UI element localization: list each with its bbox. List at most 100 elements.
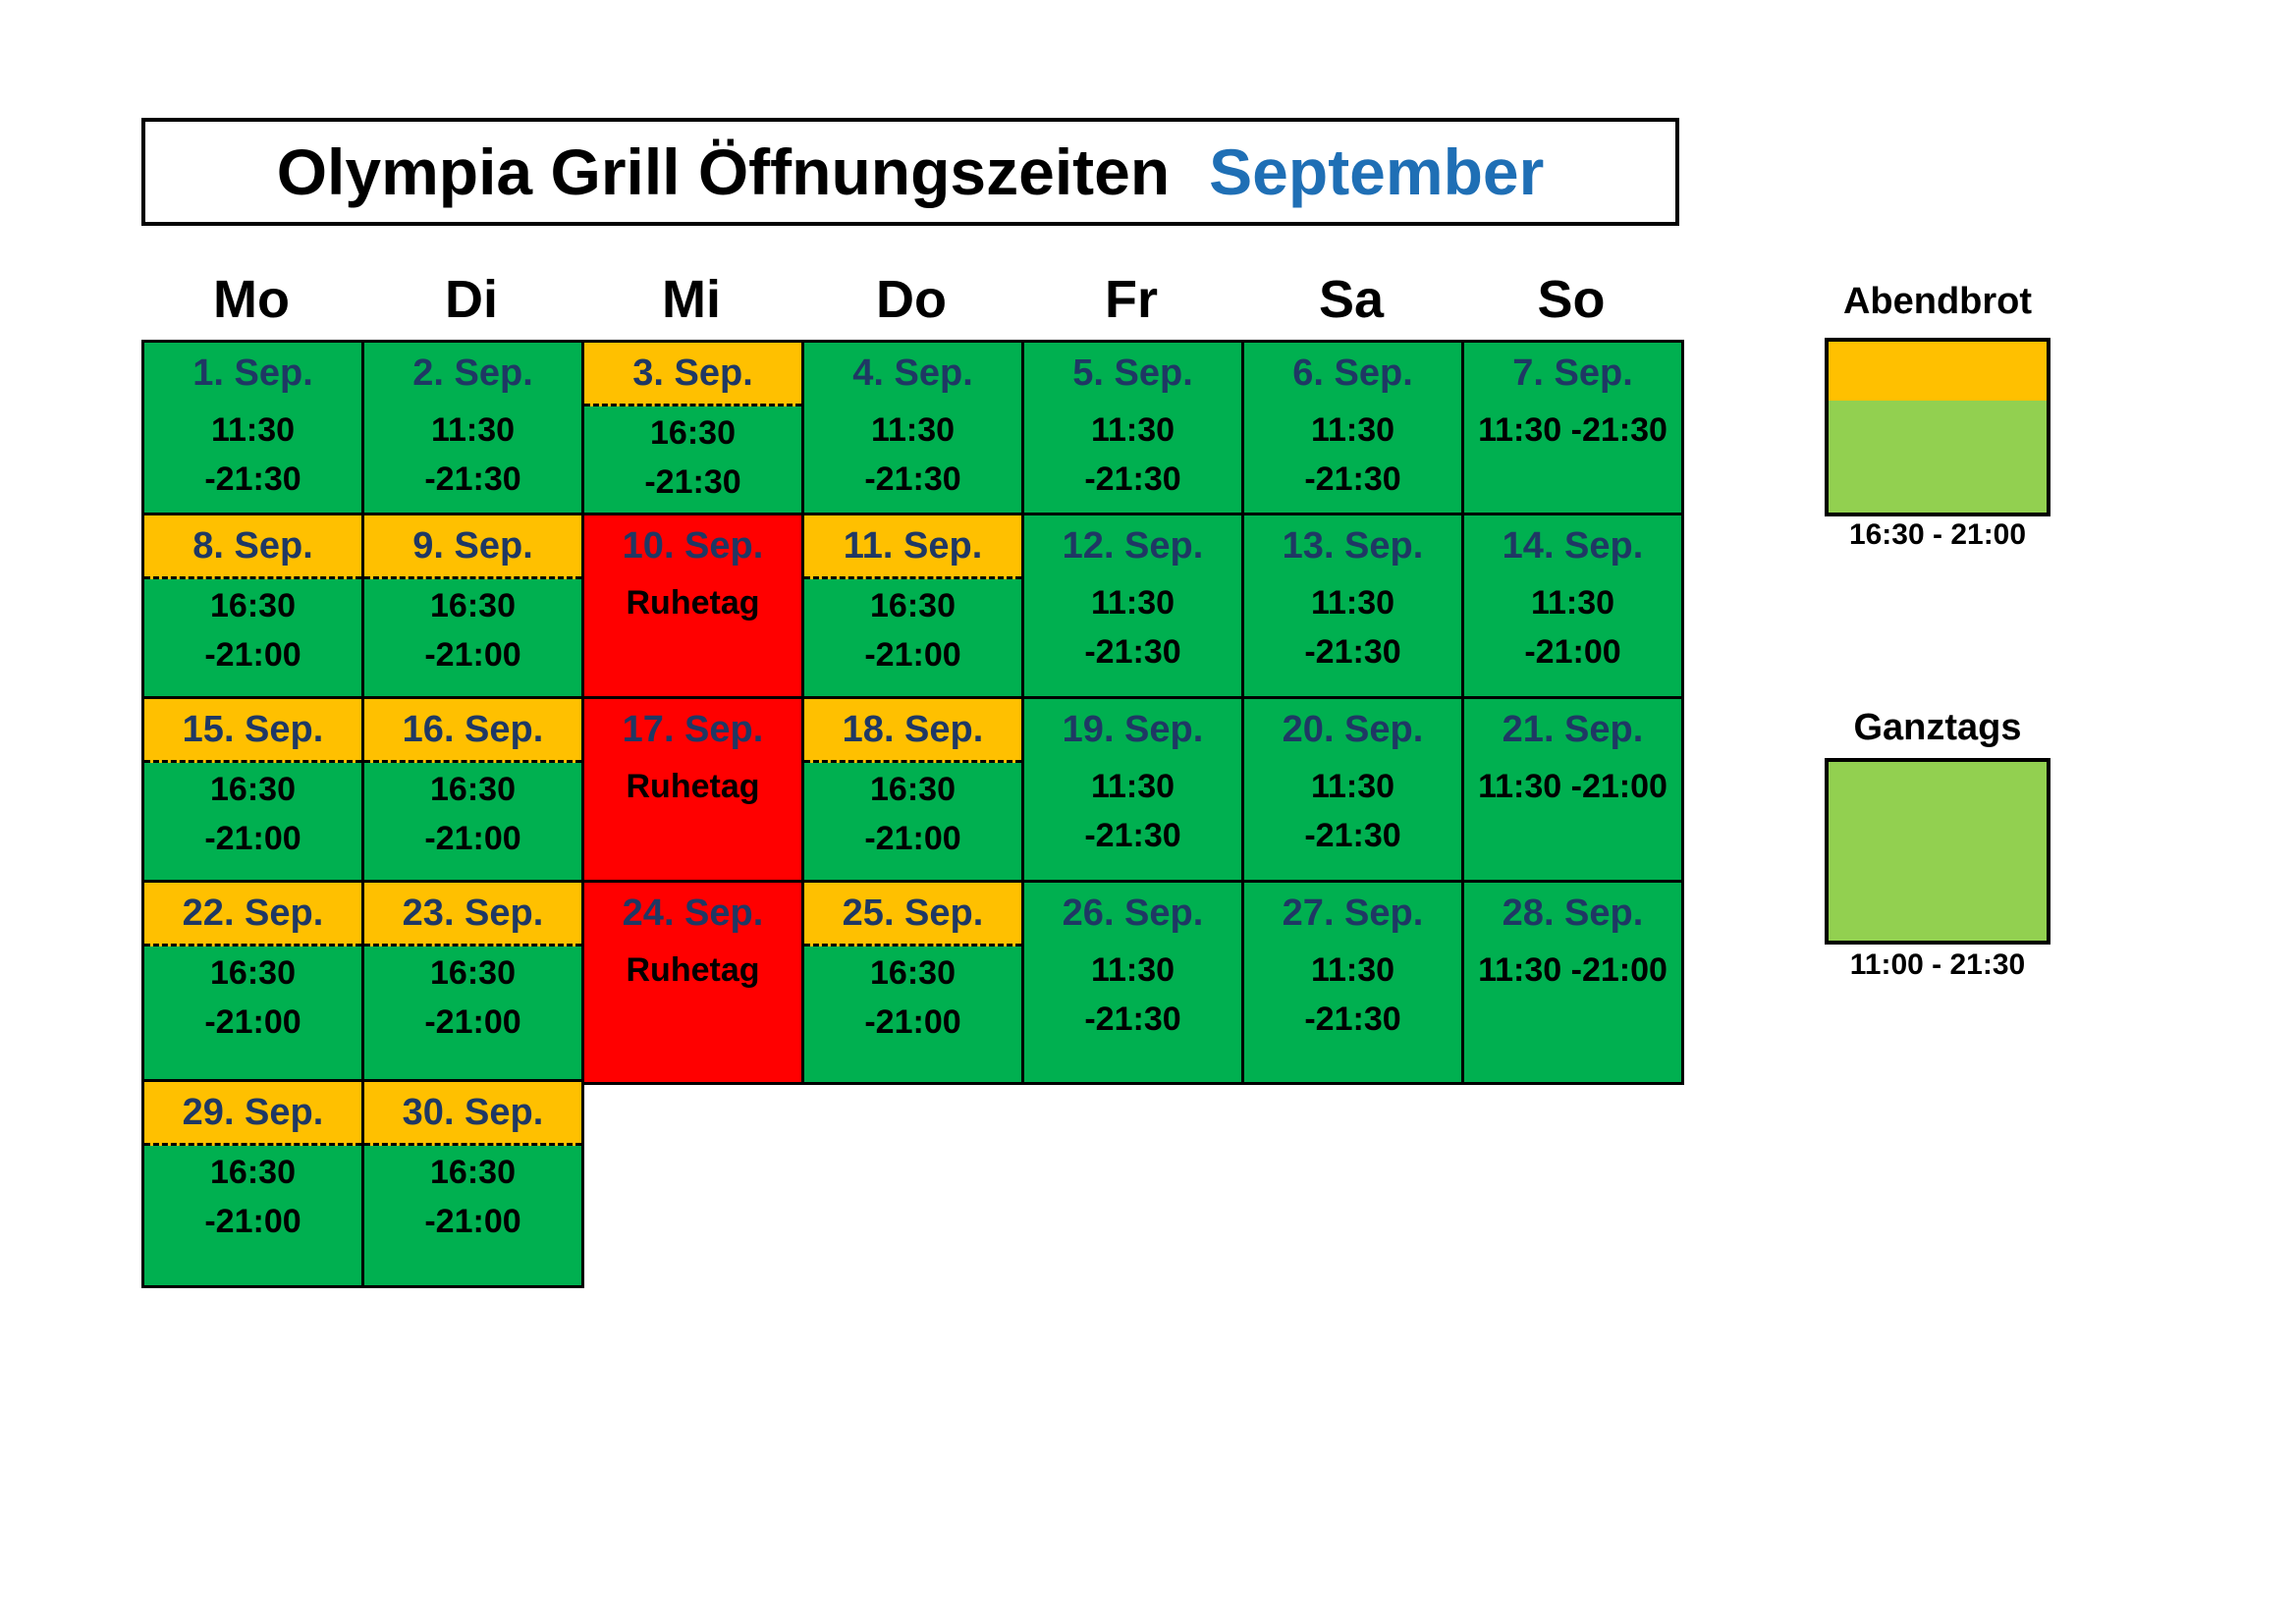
day-open-time: 11:30 -21:00 [1478,951,1667,989]
day-cell: 9. Sep. 16:30 -21:00 [361,513,584,702]
day-cell: 12. Sep. 11:30 -21:30 [1021,513,1244,702]
day-hours: 11:30 -21:00 [1464,944,1681,995]
day-date: 26. Sep. [1062,892,1204,934]
day-cell: 29. Sep. 16:30 -21:00 [141,1079,364,1288]
day-hours: 16:30 -21:00 [144,1146,361,1246]
day-open-time: 16:30 [430,954,516,992]
day-cell: 4. Sep. 11:30 -21:30 [801,340,1024,518]
day-cell: 27. Sep. 11:30 -21:30 [1241,880,1464,1085]
day-open-time: 11:30 [1090,768,1175,805]
day-date: 27. Sep. [1282,892,1424,934]
day-close-time: -21:00 [864,820,961,857]
day-open-time: 16:30 [430,587,516,624]
day-cell: 13. Sep. 11:30 -21:30 [1241,513,1464,702]
day-date: 15. Sep. [144,699,361,763]
day-date: 21. Sep. [1502,708,1644,750]
day-cell: 21. Sep. 11:30 -21:00 [1461,696,1684,886]
day-close-time: -21:30 [1084,817,1181,854]
day-hours: 11:30 -21:30 [1024,944,1241,1044]
day-hours: 11:30 -21:00 [1464,760,1681,811]
legend-full-time: 11:00 - 21:30 [1849,948,2026,981]
day-hours: 16:30 -21:00 [804,947,1021,1047]
day-date: 14. Sep. [1502,524,1644,567]
day-date: 6. Sep. [1292,352,1413,394]
day-cell: 11. Sep. 16:30 -21:00 [801,513,1024,702]
day-close-time: -21:00 [424,636,521,674]
legend-full-swatch [1825,758,2050,945]
day-cell: 5. Sep. 11:30 -21:30 [1021,340,1244,518]
day-hours: 11:30 -21:30 [1464,404,1681,455]
day-closed-label: Ruhetag [626,951,760,989]
day-close-time: -21:30 [644,463,741,501]
day-hours: Ruhetag [584,576,801,627]
weekday-do: Do [876,270,947,329]
day-hours: 11:30 -21:00 [1464,576,1681,676]
day-open-time: 11:30 [1310,768,1395,805]
day-date: 22. Sep. [144,883,361,947]
day-close-time: -21:30 [424,460,521,498]
day-hours: 11:30 -21:30 [1244,404,1461,504]
day-open-time: 11:30 [1090,411,1175,449]
day-date: 3. Sep. [584,343,801,406]
day-date: 24. Sep. [622,892,764,934]
day-hours: 11:30 -21:30 [1024,404,1241,504]
day-hours: 16:30 -21:00 [364,579,581,679]
day-cell: 14. Sep. 11:30 -21:00 [1461,513,1684,702]
day-date: 16. Sep. [364,699,581,763]
legend-evening-time: 16:30 - 21:00 [1848,518,2027,551]
day-date: 10. Sep. [622,524,764,567]
day-close-time: -21:30 [864,460,961,498]
day-close-time: -21:30 [1304,633,1401,671]
day-close-time: -21:00 [204,1203,301,1240]
day-open-time: 11:30 [430,411,516,449]
day-date: 13. Sep. [1282,524,1424,567]
day-close-time: -21:00 [424,1003,521,1041]
title-main: Olympia Grill Öffnungszeiten [276,135,1171,208]
day-hours: 16:30 -21:00 [364,947,581,1047]
day-date: 2. Sep. [412,352,533,394]
day-date: 7. Sep. [1512,352,1633,394]
day-cell: 6. Sep. 11:30 -21:30 [1241,340,1464,518]
day-date: 1. Sep. [192,352,313,394]
day-hours: 16:30 -21:00 [804,763,1021,863]
day-cell: 25. Sep. 16:30 -21:00 [801,880,1024,1085]
weekday-di: Di [445,270,498,329]
day-close-time: -21:00 [864,1003,961,1041]
day-open-time: 11:30 [1090,951,1175,989]
day-date: 20. Sep. [1282,708,1424,750]
day-open-time: 11:30 [870,411,956,449]
day-date: 4. Sep. [852,352,973,394]
day-date: 28. Sep. [1502,892,1644,934]
day-cell: 16. Sep. 16:30 -21:00 [361,696,584,886]
day-open-time: 11:30 [1310,411,1395,449]
day-close-time: -21:00 [864,636,961,674]
day-cell: 10. Sep. Ruhetag [581,513,804,702]
day-open-time: 11:30 [210,411,296,449]
day-open-time: 16:30 [210,954,296,992]
day-hours: 16:30 -21:00 [804,579,1021,679]
day-date: 25. Sep. [804,883,1021,947]
day-cell: 24. Sep. Ruhetag [581,880,804,1085]
day-close-time: -21:30 [1084,460,1181,498]
day-date: 5. Sep. [1072,352,1193,394]
day-hours: 11:30 -21:30 [364,404,581,504]
day-hours: 16:30 -21:00 [144,763,361,863]
day-date: 9. Sep. [364,515,581,579]
day-close-time: -21:30 [204,460,301,498]
day-open-time: 16:30 [210,587,296,624]
day-hours: 16:30 -21:00 [144,579,361,679]
day-hours: 11:30 -21:30 [144,404,361,504]
day-close-time: -21:30 [1304,1001,1401,1038]
weekday-header-row: Mo Di Mi Do Fr Sa So [141,265,1683,334]
day-close-time: -21:30 [1304,817,1401,854]
day-date: 19. Sep. [1062,708,1204,750]
day-closed-label: Ruhetag [626,768,760,805]
day-open-time: 11:30 [1310,951,1395,989]
day-date: 8. Sep. [144,515,361,579]
day-hours: Ruhetag [584,944,801,995]
legend-evening-swatch [1825,338,2050,516]
day-close-time: -21:00 [204,820,301,857]
day-close-time: -21:30 [1084,1001,1181,1038]
day-cell: 3. Sep. 16:30 -21:30 [581,340,804,518]
day-cell: 26. Sep. 11:30 -21:30 [1021,880,1244,1085]
